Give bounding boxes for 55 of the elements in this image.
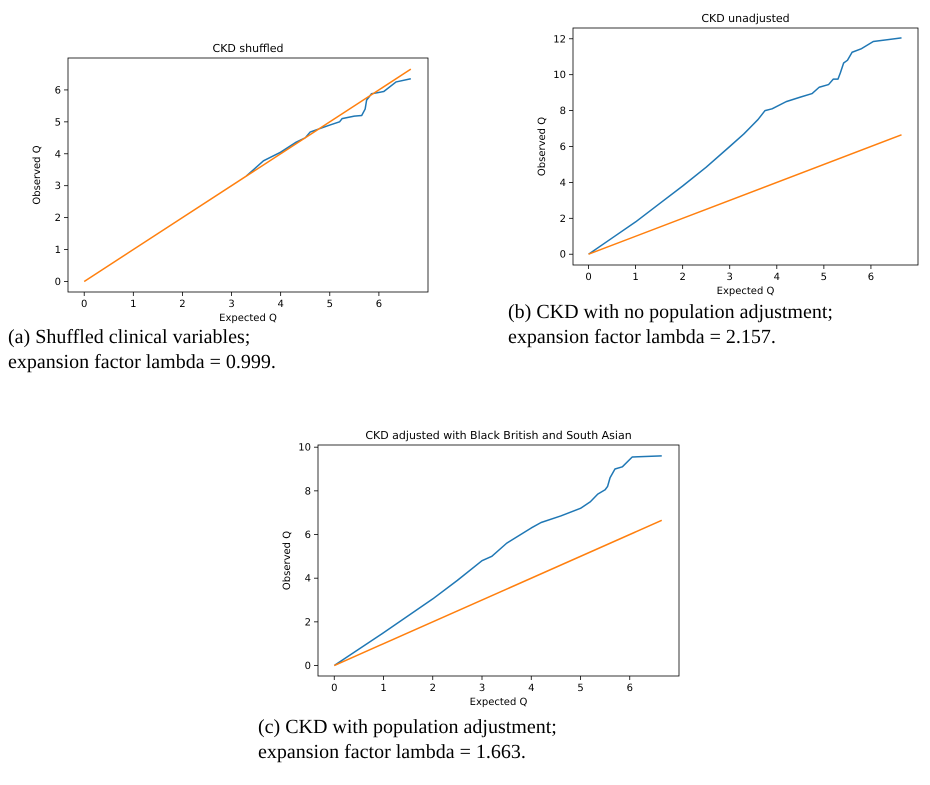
y-axis-title: Observed Q — [537, 116, 548, 176]
x-tick-label: 5 — [577, 683, 584, 694]
x-tick-label: 0 — [331, 683, 338, 694]
y-tick-label: 6 — [560, 142, 566, 153]
y-tick-label: 5 — [54, 117, 61, 128]
y-tick-label: 8 — [560, 106, 566, 118]
y-tick-label: 3 — [54, 181, 61, 192]
x-tick-label: 0 — [81, 299, 88, 310]
x-tick-label: 4 — [528, 683, 534, 694]
y-tick-label: 10 — [553, 70, 566, 82]
x-tick-label: 6 — [376, 299, 382, 310]
chart-title: CKD shuffled — [212, 42, 284, 55]
x-tick-label: 1 — [130, 299, 137, 310]
x-tick-label: 3 — [228, 299, 235, 310]
x-axis-title: Expected Q — [219, 313, 277, 324]
y-tick-label: 2 — [54, 213, 61, 224]
x-tick-label: 3 — [478, 683, 486, 694]
x-axis-title: Expected Q — [716, 286, 774, 297]
x-tick-label: 6 — [626, 683, 633, 694]
y-axis-title: Observed Q — [282, 530, 293, 590]
y-tick-label: 6 — [304, 530, 311, 542]
y-tick-label: 4 — [304, 574, 311, 585]
chart-title: CKD adjusted with Black British and South Asian — [365, 429, 632, 442]
y-tick-label: 0 — [304, 661, 311, 672]
text: (b) CKD with no population adjustment; expansion factor lambda = 2.157. — [508, 301, 833, 348]
x-tick-label: 3 — [726, 272, 733, 283]
y-tick-label: 4 — [54, 149, 61, 160]
y-axis-title: Observed Q — [32, 145, 43, 205]
line-series — [588, 37, 902, 255]
text: (c) CKD with population adjustment; expansion factor lambda = 1.663. — [258, 716, 557, 763]
chart-title: CKD unadjusted — [701, 12, 790, 25]
y-tick-label: 4 — [560, 178, 566, 189]
x-tick-label: 1 — [632, 272, 639, 283]
y-tick-label: 1 — [54, 245, 61, 256]
x-tick-label: 1 — [380, 683, 387, 694]
y-tick-label: 2 — [560, 214, 566, 225]
y-tick-label: 0 — [560, 250, 566, 261]
y-tick-label: 8 — [304, 486, 311, 498]
text: (a) Shuffled clinical variables; expansion factor lambda = 0.999. — [8, 326, 276, 373]
x-tick-label: 4 — [774, 272, 780, 283]
x-tick-label: 2 — [679, 272, 686, 283]
x-axis-title: Expected Q — [470, 697, 528, 708]
x-tick-label: 2 — [179, 299, 186, 310]
x-tick-label: 2 — [430, 683, 436, 694]
x-tick-label: 6 — [868, 272, 874, 283]
x-tick-label: 5 — [820, 272, 828, 283]
y-tick-label: 6 — [54, 85, 61, 96]
line-series — [334, 455, 663, 666]
x-tick-label: 0 — [585, 272, 592, 283]
x-tick-label: 5 — [326, 299, 333, 310]
x-tick-label: 4 — [277, 299, 284, 310]
line-series — [246, 78, 412, 177]
y-tick-label: 10 — [298, 442, 311, 454]
y-tick-label: 2 — [304, 617, 311, 628]
y-tick-label: 12 — [553, 34, 566, 46]
